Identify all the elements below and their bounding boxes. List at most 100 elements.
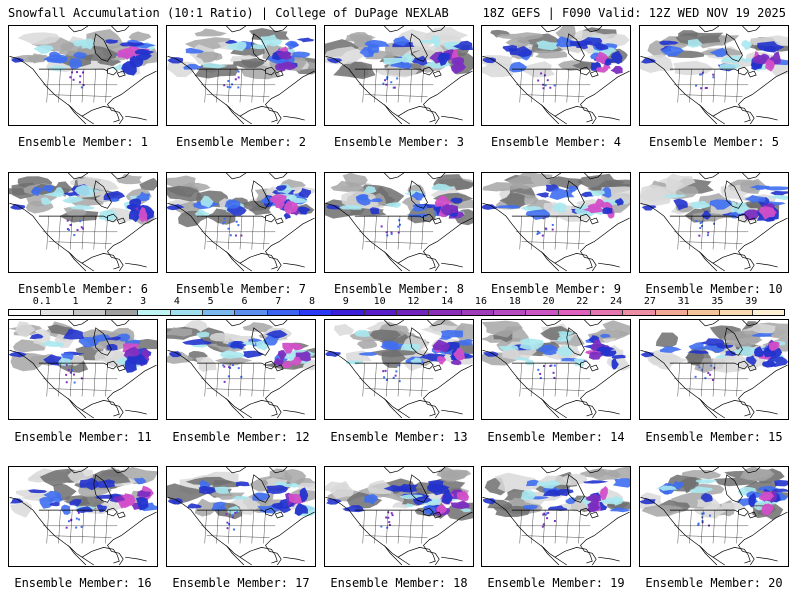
colorbar-swatch (720, 310, 753, 315)
colorbar-tick-label: 35 (711, 296, 724, 307)
state-borders (515, 216, 591, 250)
snow-rockies-layer (223, 70, 240, 89)
member-label: Ensemble Member: 16 (14, 576, 152, 590)
colorbar-swatch (41, 310, 74, 315)
ensemble-map-panel (324, 172, 474, 273)
snow-moderate-layer (359, 34, 473, 70)
state-borders (358, 69, 434, 103)
snow-heavy-layer (169, 342, 312, 369)
member-label: Ensemble Member: 18 (330, 576, 468, 590)
snow-moderate-layer (498, 331, 626, 368)
colorbar-tick-label: 2 (106, 296, 113, 307)
snow-heavy-layer (9, 485, 154, 511)
map-outlines (325, 26, 473, 125)
snowfall-colorbar (8, 309, 785, 316)
snow-heavy-layer (11, 45, 155, 76)
snow-heavy-layer (482, 339, 619, 370)
snow-rockies-layer (380, 511, 394, 529)
member-label: Ensemble Member: 17 (172, 576, 310, 590)
colorbar-tick-label: 0.1 (32, 296, 51, 307)
snowfall-map (325, 467, 473, 566)
member-label: Ensemble Member: 9 (490, 282, 622, 296)
colorbar-swatch (332, 310, 365, 315)
map-outlines (482, 26, 630, 125)
colorbar-tick-label: 22 (576, 296, 589, 307)
colorbar-tick-label: 4 (173, 296, 180, 307)
snow-rockies-layer (225, 511, 239, 531)
snow-heavy-layer (482, 50, 623, 75)
member-label: Ensemble Member: 14 (487, 430, 625, 444)
member-label: Ensemble Member: 2 (175, 135, 307, 149)
snow-moderate-layer (655, 479, 788, 511)
snow-heavy-layer (326, 195, 465, 219)
colorbar-tick-label: 31 (677, 296, 690, 307)
snow-heavy-layer (9, 343, 150, 373)
snow-light-layer (167, 175, 315, 228)
snow-rockies-layer (382, 364, 401, 383)
ensemble-map-panel (8, 25, 158, 126)
snow-heavy-layer (640, 488, 781, 516)
ensemble-map-panel (8, 172, 158, 273)
state-borders (200, 216, 276, 250)
map-outlines (482, 467, 630, 566)
colorbar-tick-label: 24 (610, 296, 623, 307)
state-borders (515, 510, 591, 544)
member-label: Ensemble Member: 4 (490, 135, 622, 149)
snow-heavy-layer (325, 339, 466, 366)
colorbar-swatch (170, 310, 203, 315)
run-valid-time: 18Z GEFS | F090 Valid: 12Z WED NOV 19 20… (482, 6, 786, 20)
page-title: Snowfall Accumulation (10:1 Ratio) | Col… (8, 6, 449, 20)
colorbar-swatch (429, 310, 462, 315)
ensemble-map-panel (639, 172, 789, 273)
snowfall-map (640, 320, 788, 419)
ensemble-map-panel (324, 25, 474, 126)
member-label: Ensemble Member: 1 (17, 135, 149, 149)
snow-rockies-layer (380, 219, 401, 237)
colorbar-tick-label: 39 (745, 296, 758, 307)
colorbar-swatch (235, 310, 268, 315)
snowfall-map (9, 467, 157, 566)
snow-rockies-layer (541, 511, 556, 528)
colorbar-tick-label: 18 (508, 296, 521, 307)
snowfall-map (167, 320, 315, 419)
snowfall-map (325, 173, 473, 272)
colorbar-swatch (526, 310, 559, 315)
state-borders (358, 363, 434, 397)
ensemble-map-panel (8, 466, 158, 567)
colorbar-swatch (299, 310, 333, 315)
colorbar-swatch (590, 310, 624, 315)
colorbar-swatch (461, 310, 494, 315)
ensemble-map-panel (481, 319, 631, 420)
colorbar-tick-label: 14 (441, 296, 454, 307)
state-borders (515, 363, 591, 397)
colorbar-tick-label: 3 (140, 296, 147, 307)
state-borders (42, 216, 118, 250)
map-outlines (325, 173, 473, 272)
map-outlines (167, 26, 315, 125)
ensemble-map-panel (324, 319, 474, 420)
snowfall-map (167, 467, 315, 566)
colorbar-tick-label: 5 (207, 296, 214, 307)
ensemble-map-panel (166, 172, 316, 273)
snowfall-map (640, 467, 788, 566)
colorbar-tick-label: 1 (72, 296, 79, 307)
state-borders (42, 363, 118, 397)
snowfall-map (482, 26, 630, 125)
snowfall-map (167, 26, 315, 125)
state-borders (515, 69, 591, 103)
snow-rockies-layer (222, 217, 243, 237)
snow-rockies-layer (66, 219, 84, 237)
snowfall-map (167, 173, 315, 272)
colorbar-swatch (687, 310, 721, 315)
state-borders (673, 216, 749, 250)
snowfall-map (482, 173, 630, 272)
ensemble-map-panel (639, 319, 789, 420)
state-borders (200, 510, 276, 544)
colorbar-tick-label: 27 (643, 296, 656, 307)
snow-heavy-layer (167, 46, 297, 72)
snowfall-map (482, 320, 630, 419)
state-borders (200, 363, 276, 397)
snowfall-map (9, 173, 157, 272)
colorbar-tick-label: 20 (542, 296, 555, 307)
member-label: Ensemble Member: 15 (645, 430, 783, 444)
